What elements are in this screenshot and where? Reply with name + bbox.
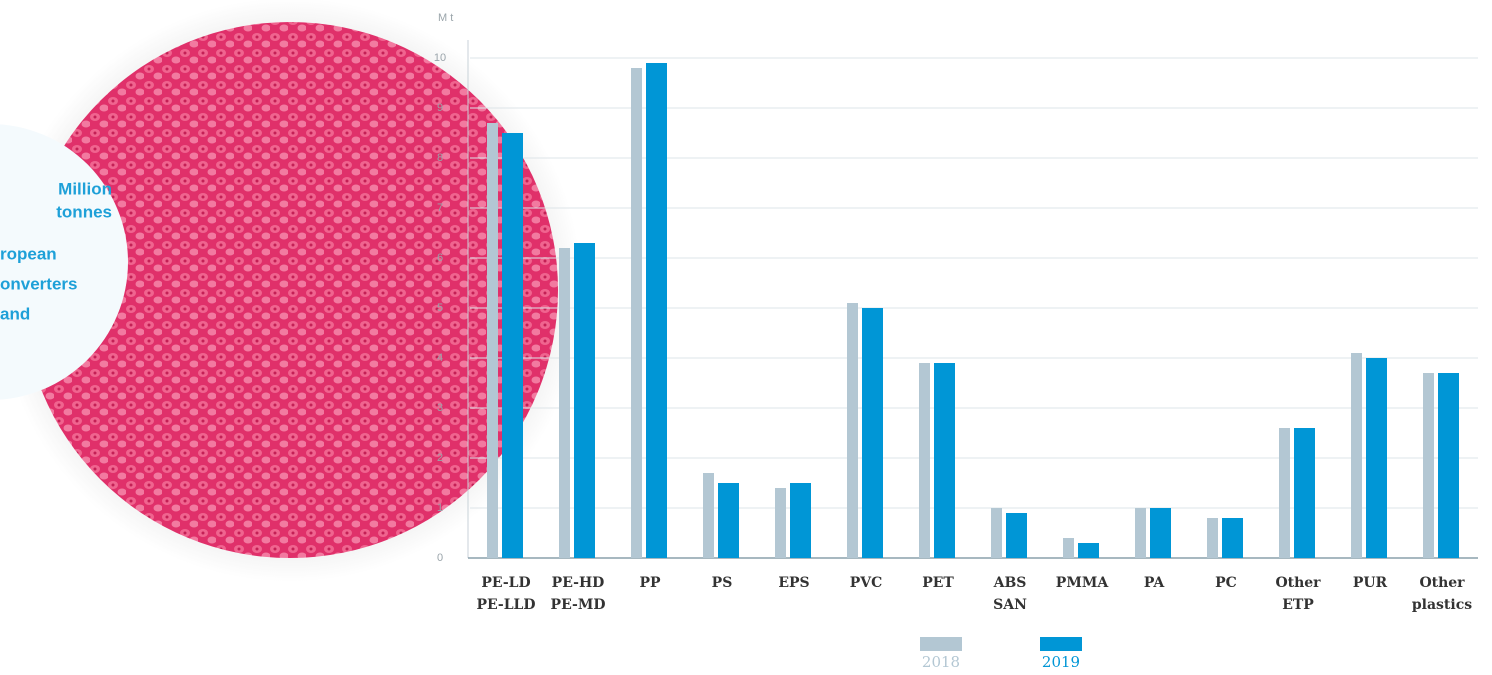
bar <box>1279 428 1290 558</box>
x-tick-label: Other <box>1419 575 1465 591</box>
x-tick-label: PP <box>639 575 661 591</box>
note: tonnes <box>56 202 112 221</box>
x-tick-label: plastics <box>1412 597 1472 613</box>
y-tick-label: 9 <box>437 102 443 114</box>
note: and <box>0 304 30 323</box>
legend-swatch <box>1040 637 1082 651</box>
bar <box>775 488 786 558</box>
bar <box>574 243 595 558</box>
note: ropean <box>0 244 57 263</box>
bar <box>934 363 955 558</box>
bar <box>1423 373 1434 558</box>
bar <box>847 303 858 558</box>
bar <box>502 133 523 558</box>
note: Million <box>58 179 112 198</box>
x-tick-label: ABS <box>993 575 1027 591</box>
bar <box>862 308 883 558</box>
x-tick-label: PE-LD <box>481 575 530 591</box>
legend-label: 2019 <box>1042 653 1080 671</box>
y-tick-label: 3 <box>437 402 443 414</box>
x-tick-label: EPS <box>778 575 809 591</box>
bar <box>790 483 811 558</box>
bar <box>1078 543 1099 558</box>
x-tick-label: PUR <box>1353 575 1388 591</box>
y-tick-label: 4 <box>437 352 443 364</box>
note: onverters <box>0 274 77 293</box>
bar <box>1294 428 1315 558</box>
x-tick-label: PA <box>1144 575 1166 591</box>
x-tick-label: SAN <box>993 597 1027 613</box>
bar <box>1438 373 1459 558</box>
y-tick-label: 7 <box>437 202 443 214</box>
x-tick-label: PE-MD <box>551 597 606 613</box>
y-axis-label: M t <box>438 12 453 24</box>
bar <box>646 63 667 558</box>
bar <box>1063 538 1074 558</box>
chart: Million tonnes ropean onverters and M t … <box>0 0 1492 675</box>
x-tick-label: PE-LLD <box>476 597 535 613</box>
x-tick-label: PE-HD <box>552 575 605 591</box>
x-tick-label: PVC <box>850 575 883 591</box>
x-tick-label: ETP <box>1282 597 1314 613</box>
bar <box>1135 508 1146 558</box>
bar <box>1351 353 1362 558</box>
bar <box>919 363 930 558</box>
y-tick-label: 2 <box>437 452 443 464</box>
bar <box>559 248 570 558</box>
y-tick-label: 0 <box>437 552 443 564</box>
bar <box>1222 518 1243 558</box>
legend-swatch <box>920 637 962 651</box>
x-tick-label: Other <box>1275 575 1321 591</box>
bar <box>991 508 1002 558</box>
y-tick-label: 5 <box>437 302 443 314</box>
bar <box>718 483 739 558</box>
legend-label: 2018 <box>922 653 960 671</box>
x-tick-label: PET <box>922 575 954 591</box>
x-tick-label: PC <box>1215 575 1237 591</box>
bar <box>703 473 714 558</box>
bar <box>1150 508 1171 558</box>
bar <box>487 123 498 558</box>
bar <box>1207 518 1218 558</box>
bar <box>631 68 642 558</box>
y-tick-label: 8 <box>437 152 443 164</box>
x-tick-label: PS <box>712 575 733 591</box>
y-tick-label: 1 <box>437 502 443 514</box>
y-tick-label: 10 <box>434 52 446 64</box>
y-tick-label: 6 <box>437 252 443 264</box>
bar <box>1006 513 1027 558</box>
bar <box>1366 358 1387 558</box>
x-tick-label: PMMA <box>1056 575 1110 591</box>
